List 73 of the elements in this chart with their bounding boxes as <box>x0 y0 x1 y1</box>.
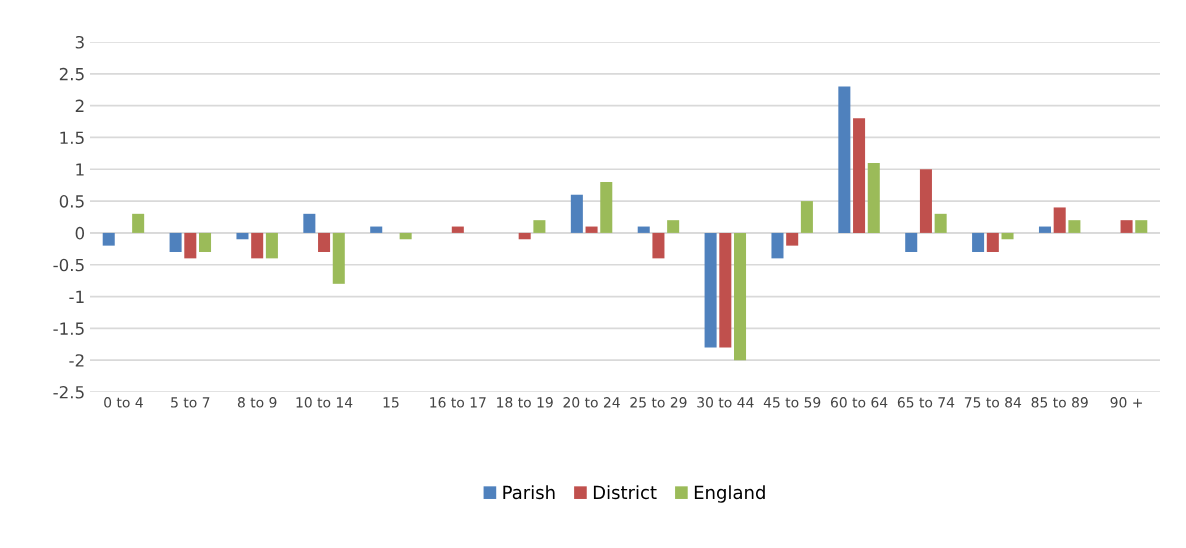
bar <box>251 232 264 259</box>
x-tick-label: 45 to 59 <box>763 397 821 408</box>
bar <box>132 213 145 233</box>
bar <box>786 232 799 246</box>
bar <box>265 232 278 259</box>
y-tick-label: -2.5 <box>53 385 84 399</box>
bar <box>570 194 583 233</box>
bar <box>771 232 784 259</box>
x-tick-label: 15 <box>383 397 399 408</box>
x-tick-label: 25 to 29 <box>630 397 687 408</box>
bar <box>102 232 115 246</box>
bar <box>1038 226 1051 233</box>
bar <box>986 232 999 252</box>
x-tick-label: 18 to 19 <box>497 397 553 408</box>
bar <box>905 232 918 252</box>
bar <box>370 226 383 233</box>
y-tick-label: -1.5 <box>53 322 84 335</box>
bar <box>934 213 947 233</box>
y-tick-label: 3 <box>75 35 84 49</box>
y-tick-label: 1 <box>76 163 84 176</box>
x-tick-label: 85 to 89 <box>1031 397 1088 408</box>
legend-label: Parish <box>503 485 555 500</box>
y-tick-label: 2 <box>75 99 84 112</box>
bar <box>169 232 182 252</box>
bar <box>399 232 412 240</box>
bar <box>719 232 732 348</box>
bar <box>236 232 249 240</box>
bar <box>1053 207 1066 233</box>
bar <box>184 232 197 259</box>
x-tick-label: 75 to 84 <box>964 397 1022 408</box>
bar <box>600 182 613 233</box>
x-tick-label: 0 to 4 <box>104 397 143 408</box>
bar <box>667 220 680 233</box>
bar <box>199 232 212 252</box>
bar <box>303 213 316 233</box>
x-tick-label: 30 to 44 <box>697 397 754 408</box>
x-tick-label: 8 to 9 <box>237 397 277 408</box>
bar <box>318 232 331 252</box>
bar <box>1068 220 1081 233</box>
x-tick-label: 5 to 7 <box>171 397 210 408</box>
bar <box>734 232 747 361</box>
bar <box>1001 232 1014 240</box>
x-tick-label: 16 to 17 <box>430 397 486 408</box>
y-tick-label: -0.5 <box>53 258 84 272</box>
x-tick-label: 90 + <box>1110 397 1142 408</box>
bar <box>451 226 464 233</box>
bar <box>838 86 851 233</box>
bar <box>919 169 932 233</box>
x-tick-label: 20 to 24 <box>563 397 620 408</box>
bar <box>1120 220 1133 233</box>
bar <box>972 232 985 252</box>
bar <box>533 220 546 233</box>
y-tick-label: 1.5 <box>60 131 84 145</box>
bar <box>800 201 813 233</box>
x-tick-label: 10 to 14 <box>296 397 353 408</box>
x-tick-label: 65 to 74 <box>897 397 955 408</box>
y-tick-label: -2 <box>69 354 84 367</box>
legend-label: England <box>694 485 765 503</box>
bar <box>853 118 866 233</box>
bar <box>704 232 717 348</box>
bar <box>637 226 650 233</box>
bar <box>332 232 345 284</box>
y-tick-label: 0.5 <box>59 195 84 208</box>
bar <box>652 232 665 259</box>
bar <box>518 232 531 240</box>
y-tick-label: 0 <box>75 226 85 240</box>
bar <box>867 162 880 233</box>
x-tick-label: 60 to 64 <box>830 397 888 408</box>
y-tick-label: -1 <box>69 290 84 303</box>
legend-label: District <box>593 485 657 500</box>
bar <box>585 226 598 233</box>
y-tick-label: 2.5 <box>59 67 84 81</box>
bar <box>1135 220 1148 233</box>
